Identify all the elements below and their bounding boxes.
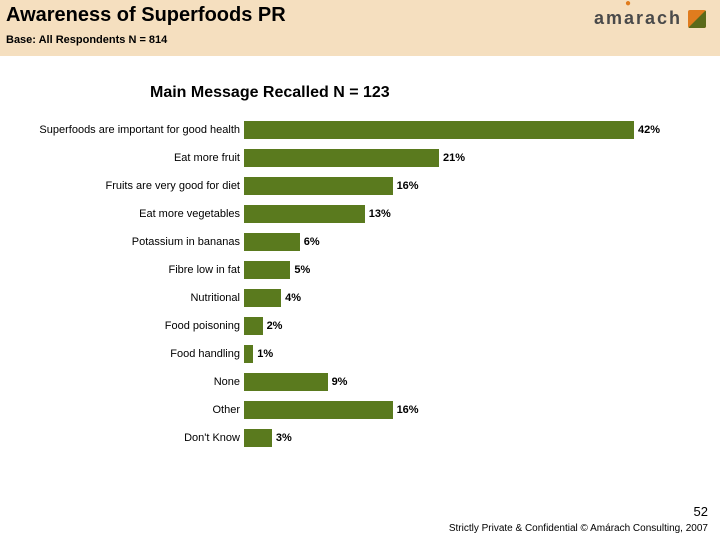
bar-row: Other 16% [0, 396, 720, 424]
bar-wrap: 13% [244, 205, 720, 223]
bar-wrap: 3% [244, 429, 720, 447]
bar-label: Food poisoning [0, 320, 244, 332]
bar [244, 205, 365, 223]
bar [244, 233, 300, 251]
page-number: 52 [449, 504, 708, 519]
bar-label: Fruits are very good for diet [0, 180, 244, 192]
bar-wrap: 2% [244, 317, 720, 335]
bar-label: Eat more vegetables [0, 208, 244, 220]
bar-value: 2% [267, 317, 283, 335]
footer-text: Strictly Private & Confidential © Amárac… [449, 523, 708, 534]
bar-value: 1% [257, 345, 273, 363]
bar-list: Superfoods are important for good health… [0, 116, 720, 452]
bar-label: Food handling [0, 348, 244, 360]
bar [244, 121, 634, 139]
chart-title: Main Message Recalled N = 123 [150, 84, 720, 102]
bar-wrap: 9% [244, 373, 720, 391]
bar-row: Don't Know 3% [0, 424, 720, 452]
bar-wrap: 16% [244, 177, 720, 195]
header-band: Awareness of Superfoods PR Base: All Res… [0, 0, 720, 56]
logo-mark-icon [688, 10, 706, 28]
logo-text: ama●rach [594, 8, 682, 29]
bar-value: 16% [397, 177, 419, 195]
bar-label: Fibre low in fat [0, 264, 244, 276]
footer: 52 Strictly Private & Confidential © Amá… [449, 504, 708, 534]
bar-wrap: 42% [244, 121, 720, 139]
bar-wrap: 5% [244, 261, 720, 279]
bar-row: Eat more fruit 21% [0, 144, 720, 172]
bar [244, 401, 393, 419]
bar-value: 9% [332, 373, 348, 391]
bar [244, 373, 328, 391]
bar-label: Other [0, 404, 244, 416]
bar-wrap: 4% [244, 289, 720, 307]
bar-label: Nutritional [0, 292, 244, 304]
bar [244, 429, 272, 447]
bar [244, 289, 281, 307]
page-subtitle: Base: All Respondents N = 814 [6, 34, 167, 46]
bar-wrap: 6% [244, 233, 720, 251]
bar-value: 4% [285, 289, 301, 307]
bar-label: None [0, 376, 244, 388]
bar-label: Superfoods are important for good health [0, 124, 244, 136]
bar [244, 149, 439, 167]
page-root: Awareness of Superfoods PR Base: All Res… [0, 0, 720, 540]
bar-value: 5% [294, 261, 310, 279]
page-title: Awareness of Superfoods PR [6, 4, 286, 27]
bar-wrap: 1% [244, 345, 720, 363]
logo: ama●rach [594, 8, 706, 29]
bar-label: Potassium in bananas [0, 236, 244, 248]
bar-row: Superfoods are important for good health… [0, 116, 720, 144]
bar-wrap: 16% [244, 401, 720, 419]
chart-area: Main Message Recalled N = 123 Superfoods… [0, 56, 720, 500]
bar-row: Food poisoning 2% [0, 312, 720, 340]
bar-label: Don't Know [0, 432, 244, 444]
bar-value: 13% [369, 205, 391, 223]
bar [244, 345, 253, 363]
bar-row: Nutritional 4% [0, 284, 720, 312]
bar-value: 6% [304, 233, 320, 251]
bar-value: 21% [443, 149, 465, 167]
bar-row: Eat more vegetables 13% [0, 200, 720, 228]
bar [244, 261, 290, 279]
bar-value: 3% [276, 429, 292, 447]
bar-value: 42% [638, 121, 660, 139]
bar-row: Potassium in bananas 6% [0, 228, 720, 256]
bar-label: Eat more fruit [0, 152, 244, 164]
bar-wrap: 21% [244, 149, 720, 167]
bar-row: None 9% [0, 368, 720, 396]
bar-row: Fibre low in fat 5% [0, 256, 720, 284]
bar [244, 177, 393, 195]
bar [244, 317, 263, 335]
bar-value: 16% [397, 401, 419, 419]
bar-row: Fruits are very good for diet 16% [0, 172, 720, 200]
bar-row: Food handling 1% [0, 340, 720, 368]
